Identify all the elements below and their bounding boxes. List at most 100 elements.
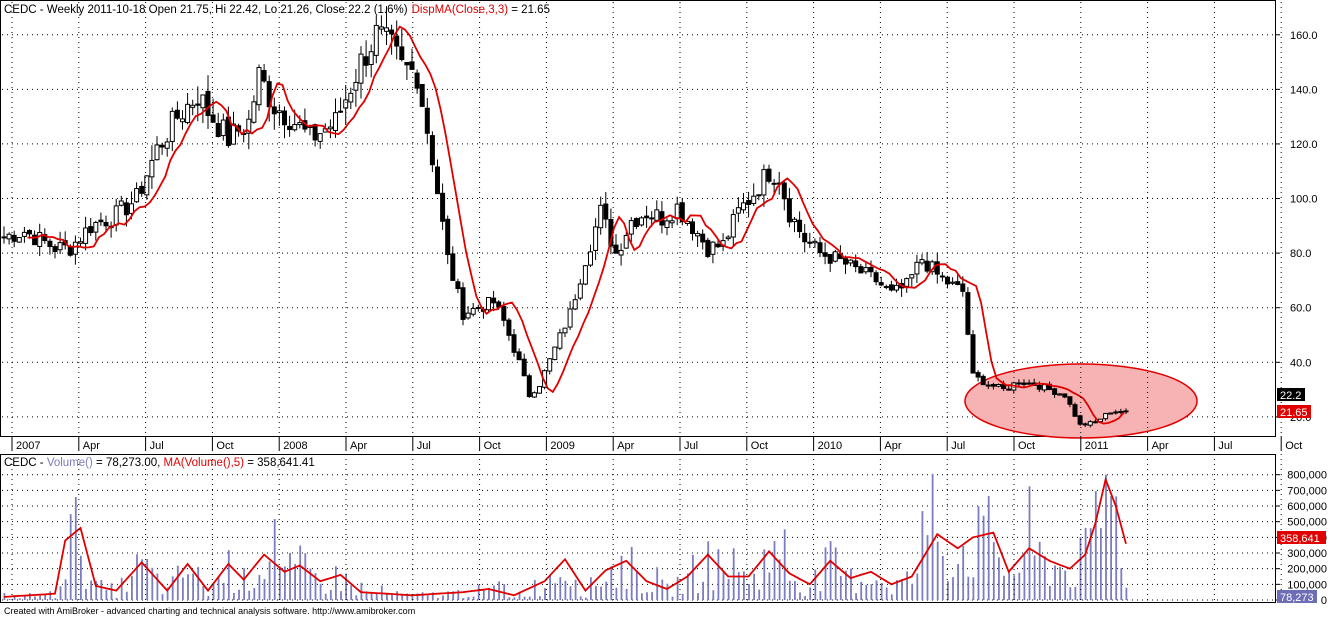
candle-up	[623, 235, 629, 249]
volume-bar	[100, 580, 103, 600]
candle-up	[57, 242, 63, 251]
volume-bar	[90, 580, 92, 600]
volume-bar	[508, 597, 511, 600]
volume-bar	[233, 592, 235, 600]
volume-bar	[615, 587, 618, 600]
candle-up	[93, 221, 99, 233]
candle-down	[98, 219, 104, 223]
volume-bar	[804, 595, 806, 600]
candle-down	[88, 226, 94, 234]
price-panel-frame	[0, 0, 1276, 437]
last-close-badge: 22.2	[1277, 388, 1305, 402]
candle-up	[368, 51, 374, 66]
volume-bar	[1105, 474, 1107, 600]
volume-bar	[702, 581, 704, 600]
candle-down	[440, 192, 446, 222]
volume-bar	[671, 596, 674, 600]
volume-bar	[824, 547, 827, 600]
volume-bar	[488, 587, 490, 600]
candle-up	[297, 122, 303, 126]
volume-bar	[1069, 587, 1072, 600]
volume-bar	[176, 565, 179, 600]
candle-up	[812, 240, 818, 244]
volume-bar	[80, 555, 82, 600]
volume-bar	[528, 596, 531, 600]
candle-up	[832, 251, 838, 262]
volume-bar	[656, 567, 659, 600]
candle-up	[531, 392, 537, 398]
volume-bar	[758, 589, 761, 600]
candle-up	[348, 92, 354, 103]
candle-down	[766, 168, 772, 182]
volume-bar	[268, 561, 271, 600]
volume-bar	[1038, 541, 1041, 600]
candle-down	[491, 297, 497, 304]
candle-down	[633, 218, 639, 227]
volume-bar	[44, 594, 47, 600]
volume-bar	[1079, 537, 1082, 600]
candle-up	[664, 220, 670, 229]
candle-up	[190, 104, 196, 108]
volume-bar	[544, 588, 546, 600]
volume-bar	[467, 596, 470, 600]
volume-bar	[151, 567, 154, 600]
candle-down	[409, 61, 415, 70]
candle-up	[618, 249, 624, 256]
volume-bar	[1125, 587, 1128, 600]
candle-up	[246, 118, 252, 134]
price-candles	[1, 6, 1129, 428]
candle-down	[424, 107, 430, 134]
candle-down	[419, 84, 425, 107]
volume-last-badge: 78,273	[1277, 590, 1317, 604]
candle-down	[52, 246, 58, 253]
candle-down	[888, 284, 894, 291]
candle-up	[1, 236, 7, 239]
volume-grid	[2, 474, 1275, 601]
volume-bar	[651, 592, 653, 600]
volume-bar	[533, 579, 536, 600]
volume-bar	[941, 555, 944, 600]
candle-down	[827, 254, 833, 264]
candle-down	[475, 306, 481, 309]
candle-up	[129, 203, 134, 214]
x-tick-label: Jul	[684, 440, 698, 452]
volume-bar	[105, 589, 108, 600]
candle-up	[537, 386, 542, 394]
volume-bar	[18, 598, 21, 600]
volume-bar	[207, 595, 210, 600]
candle-up	[593, 226, 599, 251]
candle-up	[863, 267, 869, 273]
candle-up	[378, 26, 384, 30]
volume-bar	[1059, 566, 1061, 600]
candle-down	[123, 202, 129, 216]
volume-bar	[681, 593, 684, 600]
volume-bar	[212, 583, 215, 600]
candle-up	[654, 209, 660, 221]
price-y-tick-label: 160.0	[1290, 30, 1318, 42]
candle-up	[384, 27, 389, 32]
candle-up	[588, 251, 593, 266]
volume-bar	[345, 573, 347, 600]
candle-down	[27, 229, 32, 235]
candle-up	[904, 278, 910, 287]
candle-down	[1072, 404, 1078, 417]
candle-down	[435, 166, 440, 195]
candle-down	[613, 244, 619, 254]
volume-bar	[69, 514, 72, 600]
price-ma-line	[27, 25, 1125, 425]
volume-bar	[845, 570, 847, 600]
volume-bar	[273, 519, 276, 600]
candle-up	[256, 67, 262, 106]
candle-down	[924, 260, 930, 272]
volume-bar	[1013, 575, 1016, 600]
volume-bar	[590, 577, 592, 600]
candle-up	[83, 227, 89, 244]
volume-bar	[554, 583, 557, 600]
candle-down	[139, 185, 145, 194]
volume-title-prefix: CEDC -	[4, 457, 47, 469]
candle-up	[985, 384, 991, 387]
candle-up	[909, 274, 915, 279]
volume-bar	[1049, 585, 1051, 600]
